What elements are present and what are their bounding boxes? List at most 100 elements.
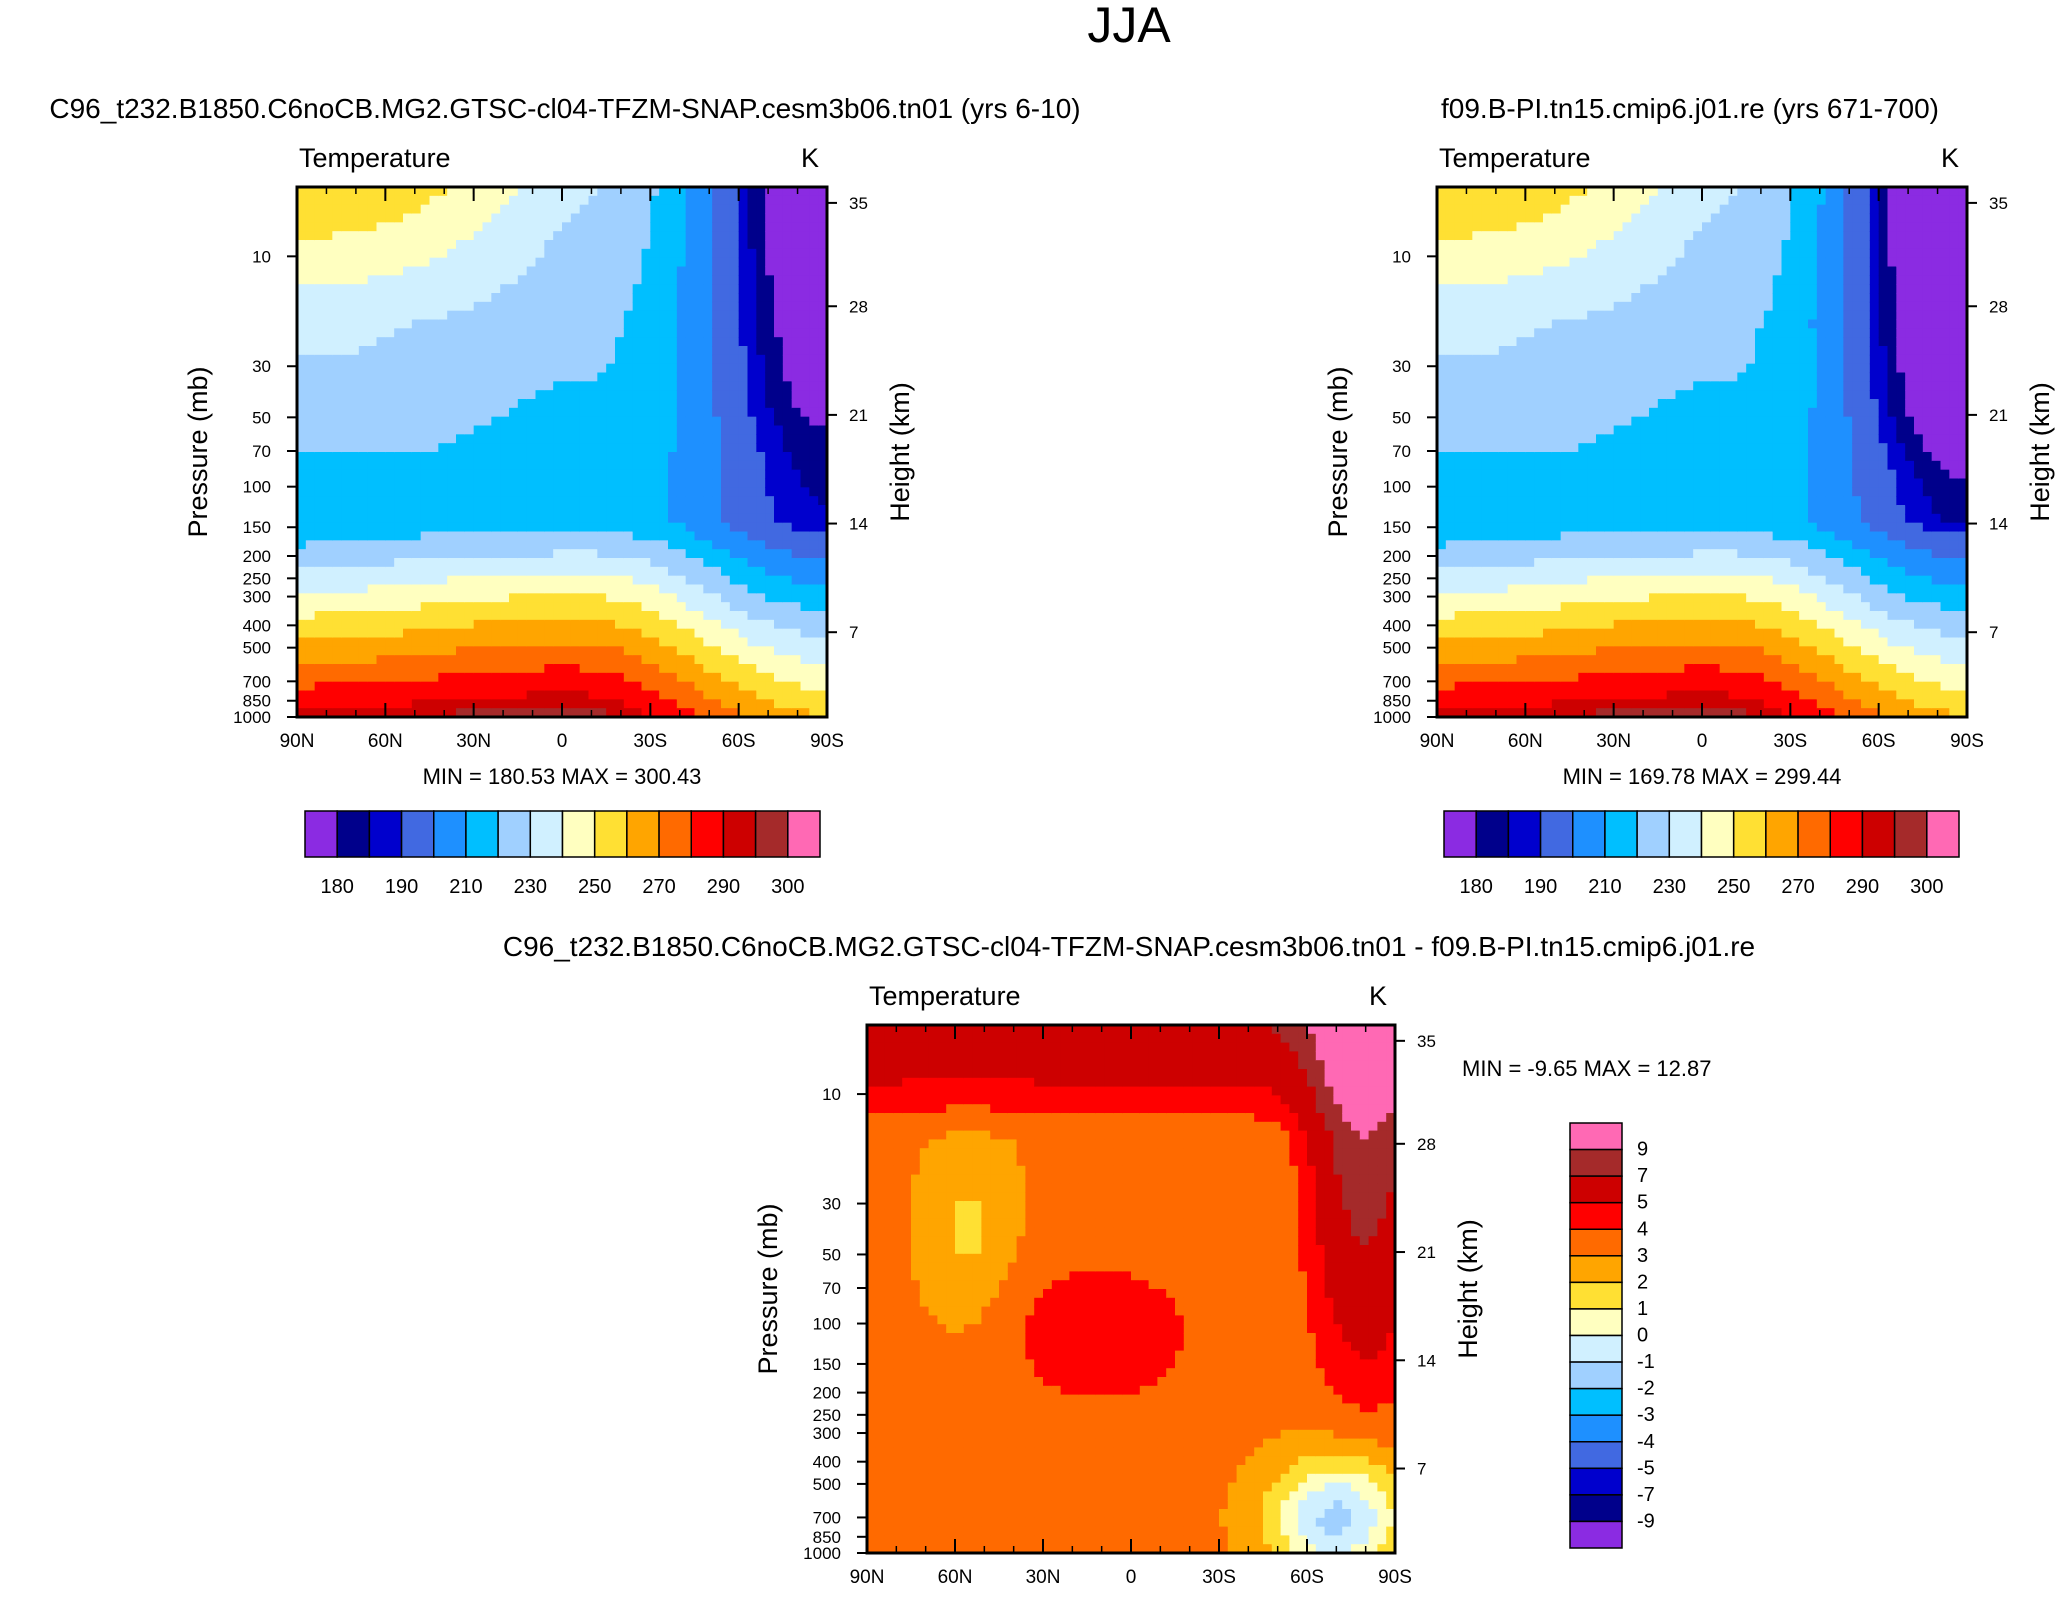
contour-cell	[1534, 655, 1544, 665]
contour-cell	[606, 655, 616, 665]
contour-cell	[615, 637, 625, 647]
contour-cell	[447, 248, 457, 259]
contour-cell	[1498, 354, 1509, 365]
contour-cell	[358, 248, 369, 259]
contour-cell	[429, 628, 439, 639]
contour-cell	[791, 469, 802, 480]
contour-cell	[1534, 708, 1544, 718]
contour-cell	[712, 372, 722, 382]
contour-cell	[668, 213, 678, 223]
contour-cell	[323, 664, 333, 674]
contour-cell	[314, 672, 325, 683]
contour-cell	[491, 540, 501, 550]
contour-cell	[394, 399, 404, 409]
contour-cell	[411, 346, 422, 356]
contour-cell	[1587, 363, 1597, 374]
contour-cell	[456, 690, 466, 700]
contour-cell	[738, 301, 749, 312]
contour-cell	[818, 487, 828, 497]
contour-cell	[588, 381, 598, 391]
contour-cell	[411, 531, 422, 541]
contour-cell	[314, 478, 325, 488]
contour-cell	[632, 443, 643, 453]
contour-cell	[1525, 231, 1535, 241]
contour-cell	[447, 708, 457, 718]
contour-cell	[385, 540, 395, 550]
contour-cell	[1613, 505, 1624, 515]
contour-cell	[1463, 611, 1473, 621]
contour-cell	[394, 328, 404, 338]
contour-cell	[376, 195, 386, 206]
contour-cell	[1437, 681, 1447, 692]
contour-cell	[597, 372, 607, 382]
contour-cell	[606, 434, 616, 444]
contour-cell	[1516, 266, 1526, 276]
contour-cell	[588, 549, 598, 559]
contour-cell	[1569, 558, 1579, 568]
contour-cell	[570, 708, 581, 718]
contour-cell	[350, 637, 360, 647]
panel-title: C96_t232.B1850.C6noCB.MG2.GTSC-cl04-TFZM…	[49, 93, 1080, 124]
contour-cell	[1604, 390, 1615, 400]
contour-cell	[1463, 655, 1473, 665]
contour-cell	[1604, 505, 1615, 515]
contour-cell	[562, 213, 572, 223]
contour-cell	[1472, 301, 1482, 312]
contour-cell	[297, 681, 307, 692]
contour-cell	[500, 266, 510, 276]
contour-cell	[1445, 540, 1456, 550]
contour-cell	[747, 496, 757, 506]
contour-cell	[650, 407, 660, 418]
contour-cell	[350, 602, 360, 612]
contour-cell	[641, 390, 651, 400]
contour-cell	[1534, 558, 1544, 568]
colorbar-label: 270	[642, 876, 675, 898]
contour-cell	[367, 628, 378, 639]
contour-cell	[685, 478, 696, 488]
contour-cell	[482, 381, 492, 391]
contour-cell	[526, 487, 537, 497]
contour-cell	[456, 372, 466, 382]
contour-cell	[482, 558, 492, 568]
contour-cell	[1437, 584, 1447, 594]
contour-cell	[1454, 531, 1465, 541]
contour-cell	[641, 593, 651, 603]
contour-cell	[297, 222, 307, 232]
contour-cell	[774, 708, 784, 718]
contour-cell	[712, 337, 722, 347]
contour-cell	[447, 513, 457, 524]
contour-cell	[385, 513, 395, 524]
contour-cell	[332, 195, 342, 206]
contour-cell	[1534, 328, 1544, 338]
contour-cell	[473, 301, 484, 312]
contour-cell	[332, 248, 342, 259]
contour-cell	[544, 310, 554, 321]
contour-cell	[429, 672, 439, 683]
contour-cell	[438, 602, 448, 612]
contour-cell	[376, 699, 386, 709]
contour-cell	[1490, 363, 1500, 374]
contour-cell	[1543, 646, 1553, 656]
contour-cell	[1604, 558, 1615, 568]
contour-cell	[650, 257, 660, 268]
contour-cell	[588, 257, 598, 268]
contour-cell	[809, 337, 819, 347]
contour-cell	[809, 566, 819, 577]
contour-cell	[1543, 487, 1553, 497]
contour-cell	[358, 319, 369, 329]
contour-cell	[1525, 522, 1535, 533]
contour-cell	[332, 381, 342, 391]
contour-cell	[1490, 637, 1500, 647]
contour-cell	[1437, 354, 1447, 365]
contour-cell	[544, 195, 554, 206]
contour-cell	[1551, 487, 1562, 497]
contour-cell	[429, 425, 439, 435]
contour-cell	[623, 513, 634, 524]
contour-cell	[694, 266, 704, 276]
contour-cell	[1507, 372, 1518, 382]
contour-cell	[385, 664, 395, 674]
contour-cell	[791, 487, 802, 497]
contour-cell	[1481, 434, 1491, 444]
contour-cell	[650, 460, 660, 471]
contour-cell	[358, 505, 369, 515]
